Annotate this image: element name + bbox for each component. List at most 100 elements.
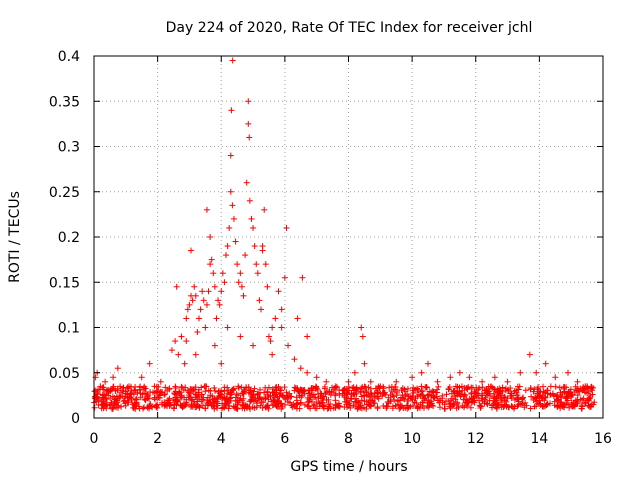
data-point	[262, 261, 269, 268]
data-point	[544, 387, 551, 394]
data-point	[322, 390, 329, 397]
data-point	[398, 394, 405, 401]
data-point	[106, 387, 113, 394]
data-point	[543, 401, 550, 408]
data-point	[374, 389, 381, 396]
data-point	[259, 243, 266, 250]
data-point	[352, 386, 359, 393]
data-point	[551, 398, 558, 405]
data-point	[199, 288, 206, 295]
data-point	[425, 404, 432, 411]
data-point	[341, 394, 348, 401]
data-point	[316, 400, 323, 407]
data-point	[195, 386, 202, 393]
data-point	[325, 396, 332, 403]
data-point	[274, 400, 281, 407]
data-point	[293, 401, 300, 408]
data-point	[103, 399, 110, 406]
data-point	[424, 403, 431, 410]
data-point	[278, 324, 285, 331]
data-point	[401, 396, 408, 403]
data-point	[425, 360, 432, 367]
data-point	[181, 360, 188, 367]
data-point	[511, 403, 518, 410]
data-point	[310, 394, 317, 401]
data-point	[245, 98, 252, 105]
data-point	[155, 394, 162, 401]
data-point	[291, 356, 298, 363]
data-point	[478, 390, 485, 397]
data-point	[491, 385, 498, 392]
data-point	[473, 384, 480, 391]
data-point	[547, 383, 554, 390]
data-point	[311, 401, 318, 408]
data-point	[430, 403, 437, 410]
data-point	[301, 401, 308, 408]
data-point	[404, 405, 411, 412]
data-point	[398, 387, 405, 394]
data-point	[353, 390, 360, 397]
data-point	[580, 387, 587, 394]
data-point	[243, 179, 250, 186]
data-point	[410, 402, 417, 409]
data-point	[296, 405, 303, 412]
data-point	[293, 394, 300, 401]
data-point	[186, 301, 193, 308]
data-point	[527, 386, 534, 393]
data-point	[495, 387, 502, 394]
data-point	[459, 402, 466, 409]
x-tick-label: 8	[344, 431, 353, 447]
data-point	[121, 397, 128, 404]
data-point	[242, 252, 249, 259]
data-point	[240, 292, 247, 299]
data-point	[370, 397, 377, 404]
data-point	[192, 351, 199, 358]
data-point	[304, 333, 311, 340]
data-point	[462, 396, 469, 403]
data-point	[247, 405, 254, 412]
data-point	[452, 383, 459, 390]
data-point	[383, 405, 390, 412]
data-point	[425, 391, 432, 398]
data-point	[533, 369, 540, 376]
data-point	[347, 402, 354, 409]
data-point	[279, 392, 286, 399]
data-point	[155, 383, 162, 390]
data-point	[110, 383, 117, 390]
data-point	[168, 347, 175, 354]
data-point	[306, 390, 313, 397]
y-tick-label: 0.3	[58, 140, 80, 156]
data-point	[336, 391, 343, 398]
data-point	[269, 351, 276, 358]
data-point	[422, 384, 429, 391]
data-point	[270, 397, 277, 404]
data-point	[238, 283, 245, 290]
data-point	[122, 388, 129, 395]
data-point	[239, 403, 246, 410]
data-point	[391, 396, 398, 403]
data-point	[386, 384, 393, 391]
data-point	[202, 405, 209, 412]
data-point	[467, 404, 474, 411]
data-point	[224, 243, 231, 250]
data-point	[313, 405, 320, 412]
data-point	[278, 405, 285, 412]
data-point	[437, 404, 444, 411]
data-point	[265, 396, 272, 403]
data-point	[309, 387, 316, 394]
data-point	[366, 402, 373, 409]
data-point	[385, 394, 392, 401]
axis-ticks: 0 2 4 6 8 10 12 14 16 0 0.05 0.1 0.15 0.2 0.25 0.3 0.35 0…	[49, 49, 612, 447]
data-point	[243, 405, 250, 412]
data-point	[243, 384, 250, 391]
data-point	[113, 401, 120, 408]
data-point	[299, 274, 306, 281]
data-point	[561, 401, 568, 408]
data-point	[327, 400, 334, 407]
data-point	[502, 401, 509, 408]
data-point	[405, 404, 412, 411]
data-point	[332, 390, 339, 397]
data-point	[368, 390, 375, 397]
data-point	[281, 274, 288, 281]
y-tick-label: 0.35	[49, 94, 80, 110]
